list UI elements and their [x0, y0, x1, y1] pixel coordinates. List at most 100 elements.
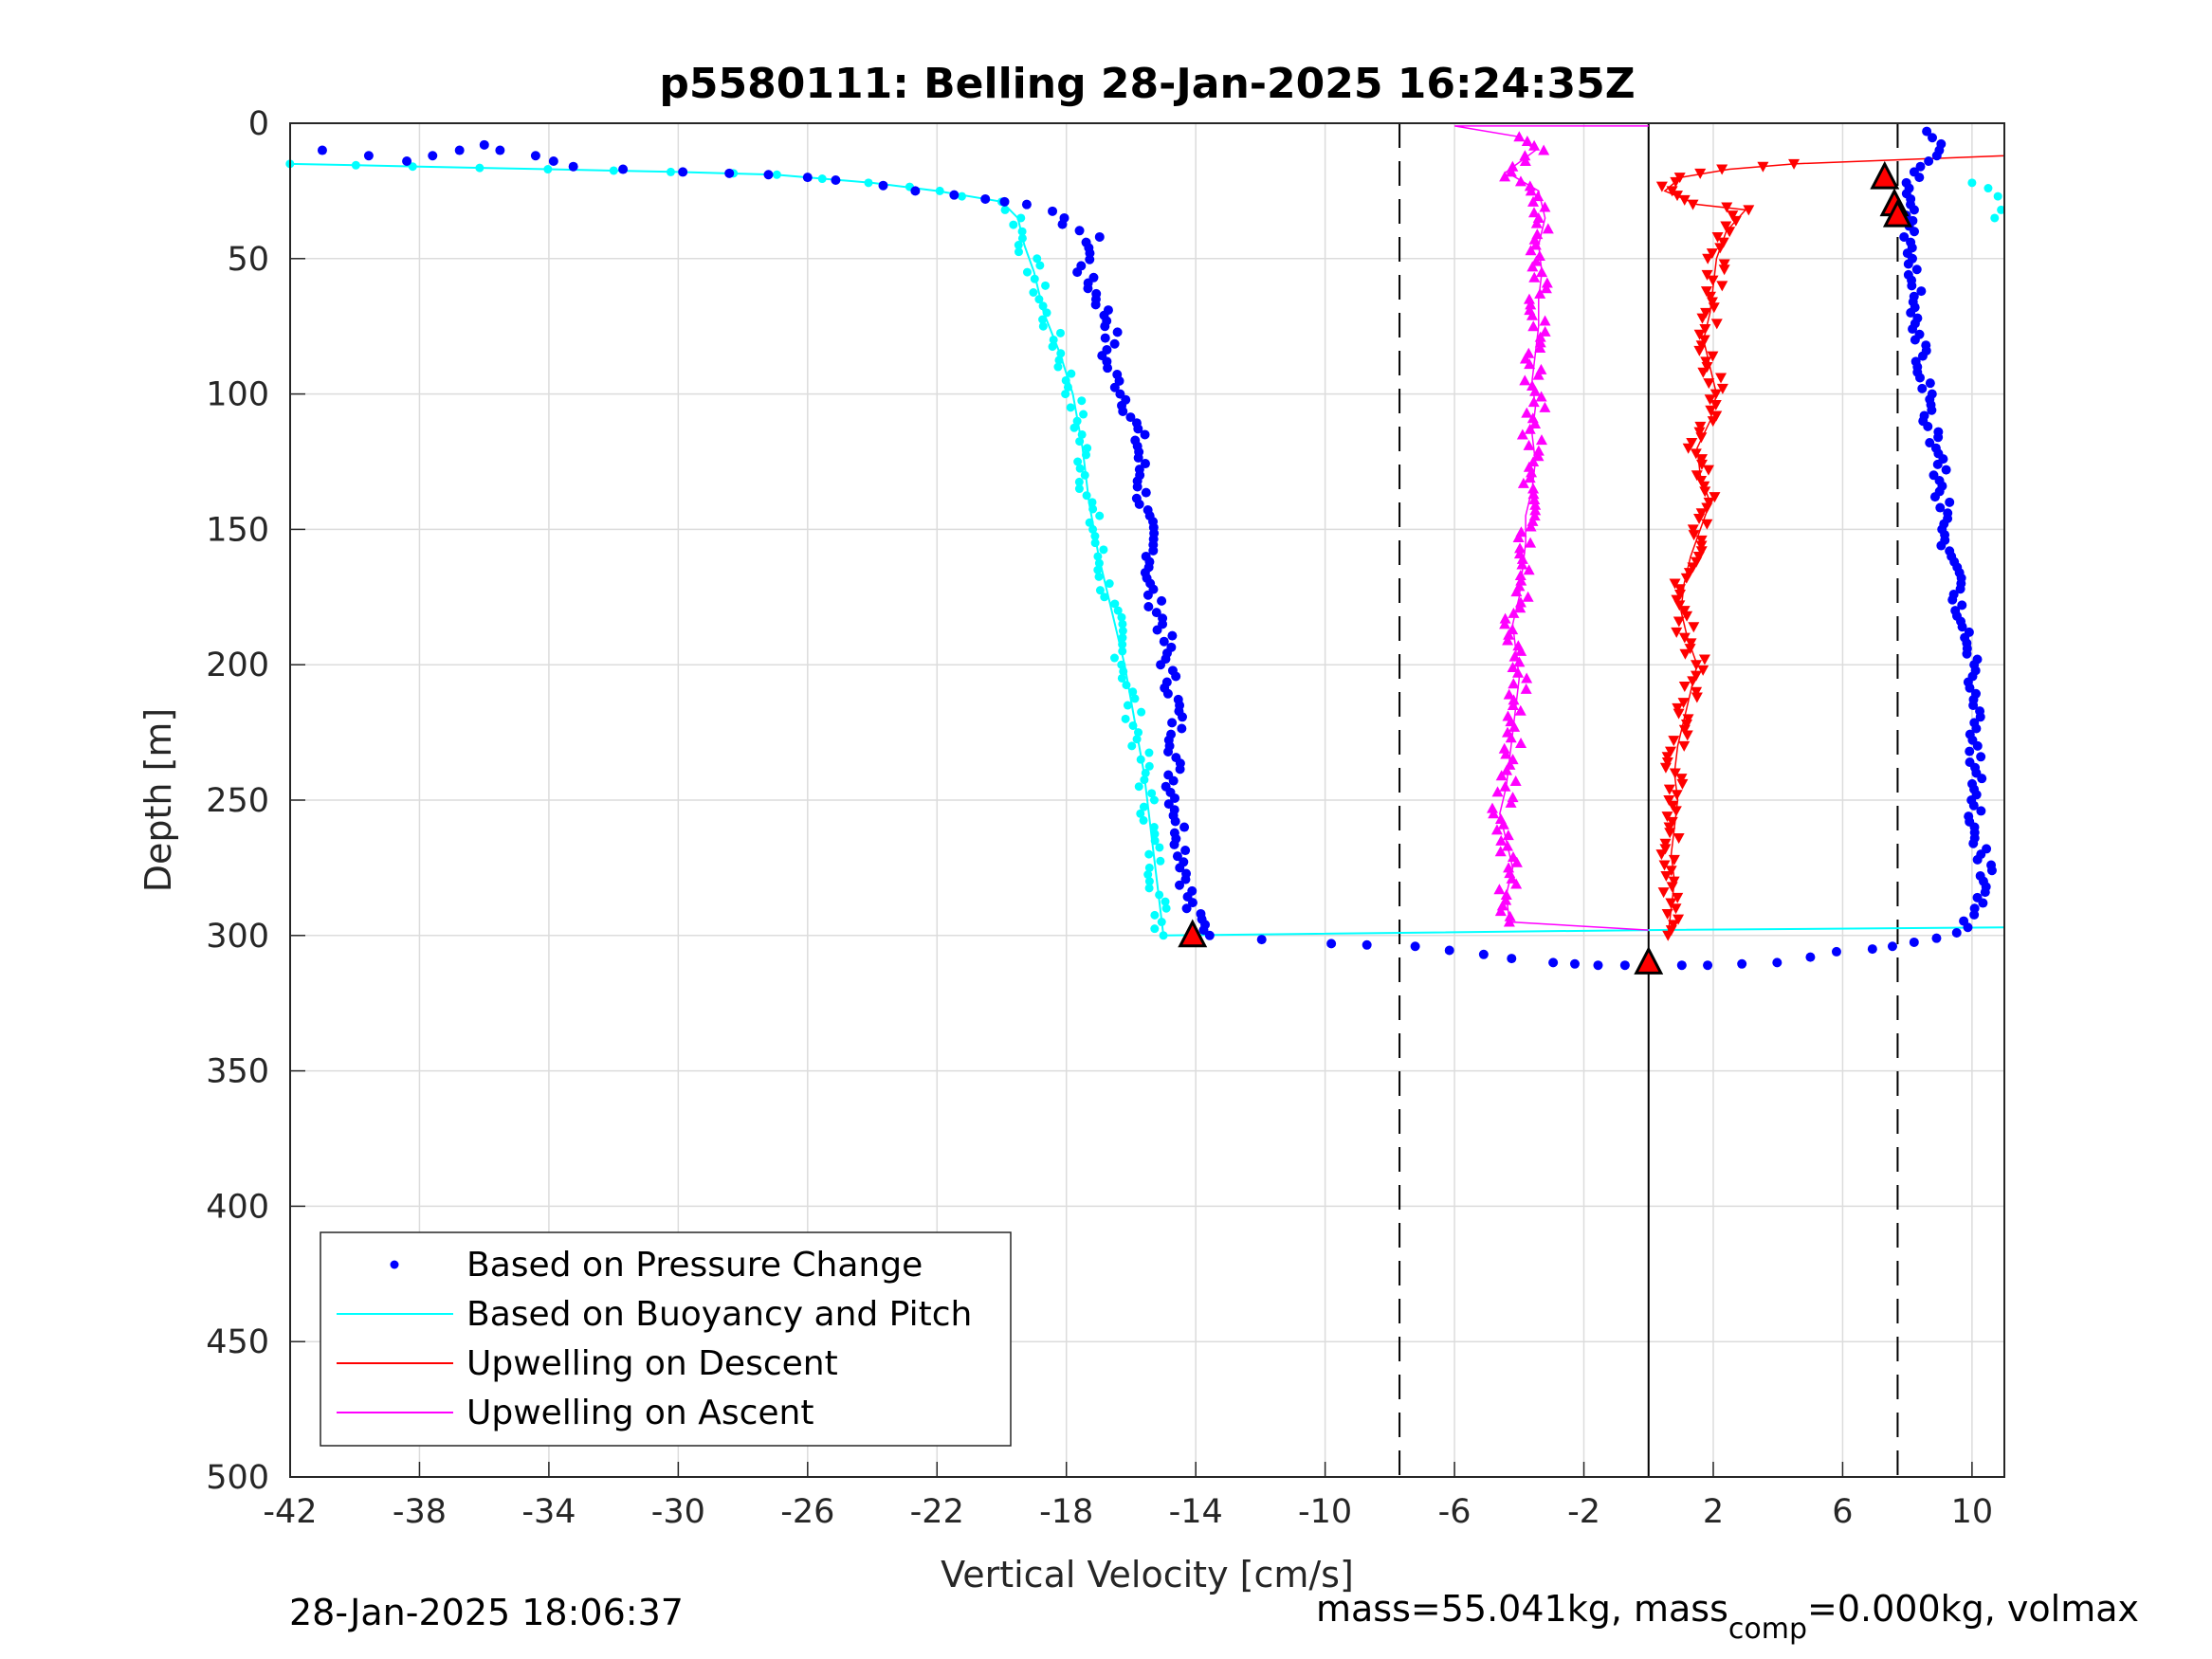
- upwelling-descent-point: [1697, 367, 1709, 378]
- upwelling-descent-point: [1678, 740, 1691, 752]
- upwelling-descent-point: [1709, 400, 1722, 411]
- upwelling-descent-point: [1708, 302, 1720, 314]
- upwelling-descent-point: [1702, 465, 1714, 476]
- buoyancy-point: [1149, 795, 1159, 805]
- pressure-point: [1925, 378, 1935, 389]
- upwelling-descent-point: [1687, 199, 1699, 210]
- buoyancy-point: [1042, 308, 1051, 318]
- upwelling-descent-point: [1678, 194, 1691, 206]
- pressure-point: [1021, 199, 1032, 210]
- upwelling-ascent-point: [1515, 526, 1527, 538]
- x-tick-label: -18: [1039, 1493, 1093, 1531]
- pressure-point: [1109, 338, 1120, 349]
- upwelling-ascent-point: [1527, 488, 1540, 500]
- upwelling-ascent-point: [1502, 634, 1514, 646]
- upwelling-descent-point: [1720, 221, 1732, 232]
- legend-label-ascent: Upwelling on Ascent: [466, 1394, 814, 1432]
- upwelling-ascent-point: [1524, 304, 1536, 316]
- upwelling-descent-point: [1665, 925, 1677, 937]
- buoyancy-point: [1033, 254, 1042, 264]
- upwelling-descent-point: [1680, 720, 1692, 731]
- upwelling-descent-point: [1706, 248, 1718, 260]
- pressure-point: [1170, 816, 1180, 827]
- upwelling-ascent-point: [1519, 374, 1531, 386]
- pressure-point: [1444, 945, 1454, 956]
- pressure-point: [1048, 206, 1058, 216]
- upwelling-descent-point: [1673, 589, 1686, 600]
- pressure-point: [454, 145, 465, 155]
- upwelling-descent-point: [1673, 584, 1686, 595]
- pressure-point: [1964, 811, 1974, 822]
- upwelling-descent-point: [1669, 578, 1681, 590]
- upwelling-descent-point: [1700, 356, 1712, 368]
- upwelling-descent-point: [1716, 164, 1728, 175]
- pressure-point: [1156, 660, 1166, 670]
- upwelling-ascent-point: [1529, 499, 1542, 510]
- upwelling-descent-point: [1706, 297, 1718, 308]
- pressure-point: [1204, 930, 1215, 940]
- pressure-point: [1478, 949, 1489, 959]
- pressure-point: [1922, 126, 1932, 137]
- upwelling-ascent-point: [1515, 574, 1527, 586]
- pressure-point: [878, 180, 888, 191]
- buoyancy-point: [1119, 666, 1128, 676]
- pressure-point: [1177, 723, 1187, 734]
- upwelling-ascent-point: [1528, 510, 1541, 521]
- upwelling-ascent-point: [1508, 607, 1520, 618]
- pressure-point: [1159, 636, 1169, 647]
- upwelling-descent-point: [1699, 486, 1711, 498]
- upwelling-descent-point: [1682, 443, 1694, 454]
- footer-mass-prefix: mass=55.041kg, mass: [1316, 1588, 1728, 1630]
- upwelling-ascent-point: [1523, 293, 1535, 304]
- pressure-point: [1772, 957, 1782, 968]
- buoyancy-point: [1149, 823, 1159, 832]
- pressure-point: [1908, 215, 1918, 226]
- pressure-point: [1867, 944, 1877, 955]
- buoyancy-point: [1161, 897, 1170, 906]
- upwelling-ascent-point: [1500, 888, 1512, 900]
- upwelling-descent-point: [1673, 708, 1685, 720]
- upwelling-ascent-point: [1505, 166, 1517, 177]
- upwelling-ascent-point: [1501, 764, 1513, 775]
- upwelling-ascent-point: [1502, 710, 1514, 721]
- pressure-point: [1703, 960, 1713, 971]
- buoyancy-point: [1074, 484, 1084, 494]
- pressure-point: [678, 167, 688, 177]
- upwelling-ascent-point: [1515, 738, 1527, 749]
- upwelling-descent-point: [1659, 762, 1672, 774]
- buoyancy-point: [1136, 755, 1145, 764]
- pressure-point: [1180, 846, 1191, 856]
- upwelling-descent-point: [1678, 632, 1691, 644]
- upwelling-descent-point: [1679, 648, 1691, 660]
- upwelling-descent-point: [1668, 736, 1680, 747]
- upwelling-descent-point: [1696, 313, 1709, 324]
- pressure-point: [1951, 927, 1962, 938]
- upwelling-descent-point: [1695, 454, 1708, 465]
- y-tick-label: 250: [206, 782, 269, 820]
- event-marker: [1634, 946, 1664, 975]
- upwelling-ascent-point: [1486, 802, 1498, 813]
- event-marker: [1178, 919, 1208, 948]
- pressure-point: [1109, 382, 1120, 392]
- upwelling-descent-point: [1665, 898, 1677, 909]
- buoyancy-point: [1072, 416, 1082, 426]
- upwelling-ascent-point: [1498, 742, 1510, 754]
- buoyancy-point: [1121, 714, 1130, 723]
- buoyancy-point: [1144, 849, 1154, 859]
- upwelling-ascent-point: [1534, 337, 1546, 348]
- buoyancy-point: [1017, 227, 1027, 236]
- buoyancy-point: [1118, 633, 1127, 643]
- buoyancy-point: [1075, 437, 1085, 447]
- buoyancy-point: [1053, 362, 1063, 372]
- y-axis-label: Depth [m]: [137, 708, 179, 893]
- upwelling-descent-point: [1672, 892, 1684, 903]
- upwelling-ascent-point: [1507, 624, 1519, 635]
- buoyancy-point: [1088, 504, 1098, 514]
- upwelling-ascent-point: [1540, 283, 1552, 294]
- upwelling-descent-point: [1704, 394, 1716, 406]
- buoyancy-point: [609, 166, 618, 175]
- buoyancy-point: [1014, 247, 1023, 257]
- pressure-point: [1910, 356, 1921, 367]
- pressure-point: [999, 196, 1010, 207]
- pressure-point: [1103, 363, 1113, 374]
